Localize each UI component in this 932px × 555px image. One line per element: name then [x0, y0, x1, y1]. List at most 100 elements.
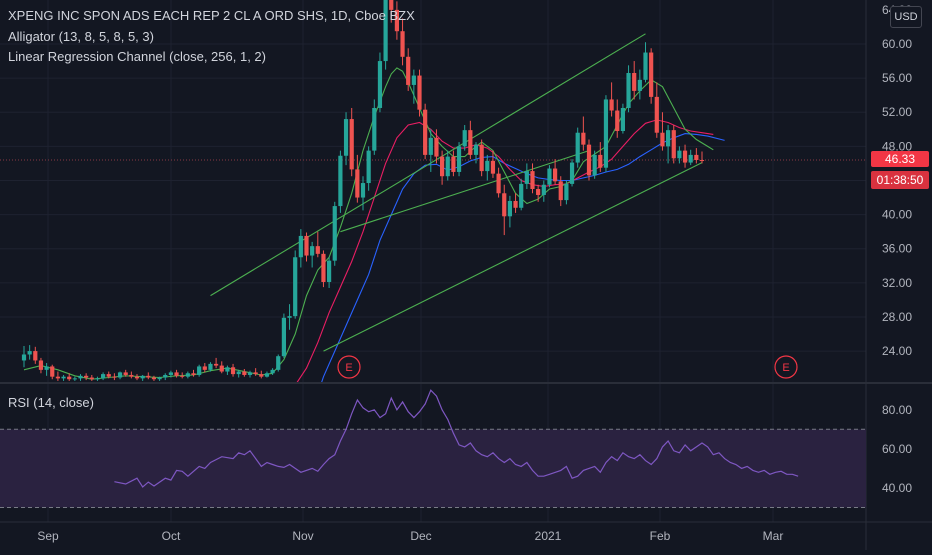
candle-body: [44, 366, 49, 370]
candle-body: [666, 130, 671, 147]
candle-body: [157, 377, 162, 380]
candle-body: [637, 79, 642, 91]
candle-body: [699, 160, 705, 162]
candle-body: [592, 154, 597, 176]
candle-body: [411, 75, 416, 85]
time-tick-label: Mar: [763, 529, 784, 543]
candle-body: [140, 375, 145, 379]
candle-body: [298, 235, 303, 258]
candle-body: [649, 52, 654, 97]
candle-body: [417, 75, 422, 110]
candle-body: [219, 365, 224, 372]
candle-body: [117, 372, 123, 378]
candle-body: [428, 137, 433, 155]
candle-body: [185, 373, 190, 377]
candle-body: [253, 372, 258, 375]
rsi-legend[interactable]: RSI (14, close): [8, 395, 94, 410]
time-tick-label: Dec: [410, 529, 431, 543]
candle-body: [355, 169, 360, 198]
candle-body: [191, 373, 196, 375]
candle-body: [236, 371, 241, 375]
candle-body: [507, 200, 512, 217]
candle-body: [112, 376, 117, 378]
candle-body: [394, 9, 399, 32]
candle-body: [270, 369, 275, 374]
earnings-marker: [774, 355, 798, 379]
candle-body: [541, 184, 546, 195]
candle-body: [671, 130, 676, 159]
candle-body: [502, 193, 507, 217]
alligator-lips-line: [23, 67, 714, 380]
candle-body: [536, 189, 541, 195]
candle-body: [321, 253, 326, 282]
time-tick-label: Nov: [292, 529, 313, 543]
candle-body: [473, 144, 479, 155]
candle-body: [496, 173, 501, 194]
earnings-marker-label: E: [345, 362, 352, 374]
candle-body: [50, 366, 55, 377]
candle-body: [276, 356, 281, 370]
regression-upper-line: [210, 33, 646, 297]
candle-body: [146, 375, 151, 378]
candle-body: [38, 360, 44, 370]
candle-body: [682, 150, 688, 163]
symbol-title[interactable]: XPENG INC SPON ADS EACH REP 2 CL A ORD S…: [8, 8, 415, 23]
candle-body: [513, 200, 518, 208]
candle-body: [603, 99, 609, 168]
candle-body: [434, 137, 439, 157]
candle-body: [586, 144, 592, 176]
candle-body: [406, 56, 411, 85]
price-tick-label: 40.00: [882, 208, 912, 222]
candle-body: [214, 363, 219, 366]
candle-body: [287, 316, 292, 318]
candle-body: [400, 31, 405, 57]
alligator-legend[interactable]: Alligator (13, 8, 5, 8, 5, 3): [8, 29, 154, 44]
currency-button[interactable]: USD: [890, 6, 922, 28]
candle-body: [626, 73, 631, 108]
alligator-teeth-line: [296, 119, 714, 382]
rsi-band-fill: [0, 429, 866, 508]
candle-body: [609, 99, 614, 111]
price-tick-label: 32.00: [882, 276, 912, 290]
candle-body: [372, 107, 377, 151]
candle-body: [55, 376, 60, 379]
time-tick-label: Oct: [162, 529, 181, 543]
candle-body: [660, 132, 665, 147]
candle-body: [151, 377, 157, 380]
candle-body: [242, 371, 247, 375]
price-tick-label: 60.00: [882, 37, 912, 51]
candle-body: [519, 183, 524, 208]
bar-countdown-label: 01:38:50: [871, 171, 929, 189]
candle-body: [208, 363, 213, 370]
candle-body: [106, 374, 111, 377]
last-price-label: 46.33: [871, 151, 929, 167]
candle-body: [259, 374, 264, 377]
candle-body: [440, 156, 445, 177]
linreg-legend[interactable]: Linear Regression Channel (close, 256, 1…: [8, 49, 266, 64]
candle-body: [564, 183, 569, 201]
candle-body: [377, 61, 383, 108]
candle-body: [694, 154, 699, 161]
candle-body: [490, 160, 496, 174]
candle-body: [327, 260, 332, 282]
candle-body: [202, 366, 207, 370]
candle-body: [304, 235, 309, 256]
rsi-tick-label: 60.00: [882, 442, 912, 456]
candle-body: [264, 373, 270, 377]
candle-body: [451, 156, 456, 172]
candle-body: [78, 375, 83, 379]
candle-body: [569, 162, 575, 184]
candle-body: [61, 376, 66, 379]
price-tick-label: 28.00: [882, 310, 912, 324]
time-tick-label: Feb: [650, 529, 671, 543]
candle-body: [168, 372, 173, 375]
candle-body: [134, 376, 140, 379]
candle-body: [575, 132, 580, 163]
candle-body: [485, 160, 490, 172]
candle-body: [67, 376, 72, 380]
candle-body: [524, 171, 529, 184]
candle-body: [615, 110, 620, 132]
candle-body: [332, 206, 337, 261]
